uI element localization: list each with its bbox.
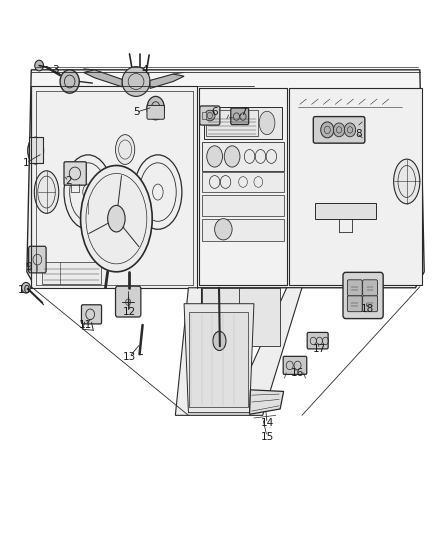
Text: 16: 16 bbox=[291, 368, 304, 378]
Text: 11: 11 bbox=[79, 320, 92, 330]
Bar bbox=[28, 138, 42, 163]
Ellipse shape bbox=[122, 67, 150, 96]
Text: 10: 10 bbox=[18, 286, 31, 295]
Ellipse shape bbox=[259, 111, 275, 135]
Polygon shape bbox=[84, 70, 122, 87]
FancyBboxPatch shape bbox=[64, 162, 86, 185]
Bar bbox=[315, 203, 376, 219]
Text: 2: 2 bbox=[65, 176, 72, 187]
Text: 1: 1 bbox=[23, 158, 29, 168]
Bar bbox=[202, 195, 284, 216]
FancyBboxPatch shape bbox=[81, 305, 102, 324]
Ellipse shape bbox=[35, 60, 43, 71]
Ellipse shape bbox=[81, 165, 152, 272]
Text: 9: 9 bbox=[26, 262, 32, 271]
Polygon shape bbox=[250, 390, 284, 414]
FancyBboxPatch shape bbox=[28, 246, 46, 273]
FancyBboxPatch shape bbox=[343, 272, 383, 319]
Bar bbox=[199, 88, 287, 285]
Bar bbox=[31, 86, 197, 288]
Ellipse shape bbox=[60, 70, 79, 93]
Polygon shape bbox=[184, 304, 254, 413]
Text: 18: 18 bbox=[361, 304, 374, 314]
Ellipse shape bbox=[344, 123, 356, 137]
Bar bbox=[189, 312, 248, 407]
FancyBboxPatch shape bbox=[313, 117, 365, 143]
FancyBboxPatch shape bbox=[283, 357, 307, 374]
Ellipse shape bbox=[21, 282, 30, 293]
FancyBboxPatch shape bbox=[116, 286, 141, 317]
Ellipse shape bbox=[207, 146, 223, 167]
Bar bbox=[204, 107, 283, 139]
Bar bbox=[202, 172, 284, 192]
Bar bbox=[202, 142, 284, 171]
Text: 17: 17 bbox=[313, 344, 326, 354]
Bar bbox=[206, 110, 258, 136]
FancyBboxPatch shape bbox=[363, 280, 378, 296]
Polygon shape bbox=[175, 288, 302, 415]
Bar bbox=[239, 288, 280, 346]
Ellipse shape bbox=[28, 138, 43, 164]
Text: 15: 15 bbox=[261, 432, 274, 442]
Bar bbox=[201, 288, 241, 346]
Ellipse shape bbox=[34, 171, 59, 213]
Text: 3: 3 bbox=[52, 65, 59, 75]
Text: 7: 7 bbox=[240, 107, 246, 117]
Ellipse shape bbox=[108, 205, 125, 232]
Text: 13: 13 bbox=[123, 352, 136, 362]
FancyBboxPatch shape bbox=[200, 106, 220, 125]
Ellipse shape bbox=[321, 122, 334, 138]
Text: 5: 5 bbox=[133, 107, 139, 117]
Text: 12: 12 bbox=[123, 306, 136, 317]
Bar bbox=[202, 219, 284, 241]
Ellipse shape bbox=[147, 96, 164, 120]
Text: 6: 6 bbox=[211, 107, 218, 117]
Ellipse shape bbox=[333, 123, 345, 137]
Ellipse shape bbox=[134, 155, 182, 229]
Ellipse shape bbox=[205, 110, 215, 121]
FancyBboxPatch shape bbox=[231, 108, 249, 125]
Bar bbox=[289, 88, 422, 285]
Bar bbox=[201, 112, 206, 119]
Bar bbox=[42, 262, 101, 284]
Text: 8: 8 bbox=[355, 128, 362, 139]
Ellipse shape bbox=[64, 155, 112, 229]
FancyBboxPatch shape bbox=[147, 106, 164, 119]
FancyBboxPatch shape bbox=[347, 296, 362, 312]
Ellipse shape bbox=[213, 332, 226, 351]
FancyBboxPatch shape bbox=[363, 296, 378, 312]
Ellipse shape bbox=[224, 146, 240, 167]
Polygon shape bbox=[27, 70, 424, 288]
Ellipse shape bbox=[126, 299, 131, 305]
Ellipse shape bbox=[394, 159, 420, 204]
Polygon shape bbox=[150, 74, 184, 88]
Ellipse shape bbox=[116, 135, 135, 165]
Text: 4: 4 bbox=[141, 65, 148, 75]
FancyBboxPatch shape bbox=[347, 280, 362, 296]
Text: 14: 14 bbox=[261, 418, 274, 429]
FancyBboxPatch shape bbox=[307, 333, 328, 349]
Ellipse shape bbox=[215, 219, 232, 240]
